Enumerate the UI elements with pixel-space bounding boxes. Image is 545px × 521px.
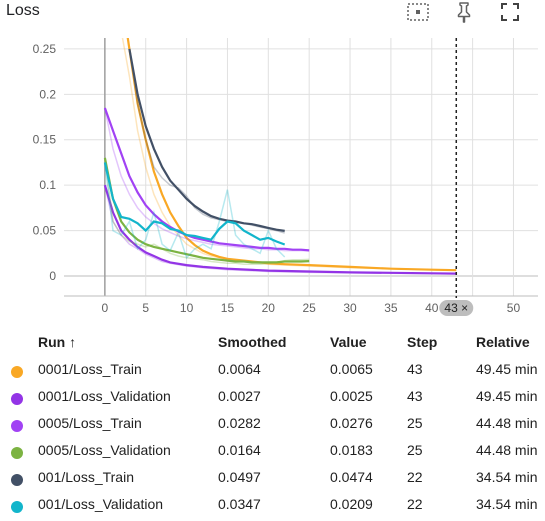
table-row[interactable]: 001/Loss_Validation 0.0347 0.0209 22 34.54 m… bbox=[0, 492, 545, 519]
x-tick-label: 50 bbox=[507, 301, 521, 315]
chart-title: Loss bbox=[6, 2, 40, 19]
relative-time: 34.54 min bbox=[476, 469, 538, 485]
relative-time: 44.48 min bbox=[476, 415, 538, 431]
x-tick-label: 0 bbox=[102, 301, 109, 315]
fullscreen-icon[interactable] bbox=[498, 0, 522, 24]
x-tick-label: 40 bbox=[425, 301, 439, 315]
smoothed-value: 0.0282 bbox=[218, 415, 261, 431]
header-smoothed[interactable]: Smoothed bbox=[218, 334, 287, 350]
x-tick-label: 5 bbox=[142, 301, 149, 315]
grid bbox=[64, 38, 538, 297]
x-tick-label: 30 bbox=[343, 301, 357, 315]
relative-time: 34.54 min bbox=[476, 496, 538, 512]
header-relative[interactable]: Relative bbox=[476, 334, 530, 350]
run-name: 0005/Loss_Train bbox=[38, 415, 142, 431]
run-color-dot bbox=[11, 393, 23, 405]
relative-time: 49.45 min bbox=[476, 388, 538, 404]
smoothed-value: 0.0064 bbox=[218, 361, 261, 377]
series-smoothed-line bbox=[126, 38, 457, 272]
table-row[interactable]: 001/Loss_Train 0.0497 0.0474 22 34.54 min bbox=[0, 465, 545, 492]
raw-value: 0.0065 bbox=[330, 361, 373, 377]
series-smoothed-line bbox=[103, 157, 310, 264]
table-header: Run ↑ Smoothed Value Step Relative bbox=[0, 330, 545, 357]
smoothed-value: 0.0497 bbox=[218, 469, 261, 485]
series-raw-line bbox=[104, 162, 286, 260]
run-color-dot bbox=[11, 420, 23, 432]
x-tick-label: 10 bbox=[180, 301, 194, 315]
y-tick-label: 0.05 bbox=[33, 224, 57, 238]
x-tick-label: 20 bbox=[262, 301, 276, 315]
table-row[interactable]: 0001/Loss_Train 0.0064 0.0065 43 49.45 min bbox=[0, 357, 545, 384]
x-tick-label: 15 bbox=[221, 301, 235, 315]
run-name: 001/Loss_Validation bbox=[38, 496, 164, 512]
series-lines bbox=[103, 38, 457, 275]
x-axis-labels: 0 5 10 15 20 25 30 35 40 50 bbox=[102, 301, 521, 315]
smoothed-value: 0.0164 bbox=[218, 442, 261, 458]
series-smoothed-line bbox=[103, 162, 286, 246]
step-value: 22 bbox=[407, 496, 423, 512]
raw-value: 0.0474 bbox=[330, 469, 373, 485]
raw-value: 0.0276 bbox=[330, 415, 373, 431]
series-smoothed-line bbox=[128, 48, 285, 232]
step-value: 22 bbox=[407, 469, 423, 485]
loss-line-chart[interactable]: 0 0.05 0.1 0.15 0.2 0.25 0 5 10 15 20 25 30 35 40 50 4… bbox=[0, 30, 545, 325]
header-step[interactable]: Step bbox=[407, 334, 438, 350]
run-color-dot bbox=[11, 474, 23, 486]
y-tick-label: 0.15 bbox=[33, 133, 57, 147]
run-color-dot bbox=[11, 501, 23, 513]
relative-time: 44.48 min bbox=[476, 442, 538, 458]
hover-indicator: 43 × bbox=[439, 38, 474, 316]
raw-value: 0.0025 bbox=[330, 388, 373, 404]
relative-time: 49.45 min bbox=[476, 361, 538, 377]
y-tick-label: 0.1 bbox=[39, 178, 56, 192]
run-name: 0001/Loss_Train bbox=[38, 361, 142, 377]
series-raw-line bbox=[128, 48, 285, 234]
series-smoothed-line bbox=[103, 107, 310, 252]
x-tick-label: 35 bbox=[384, 301, 398, 315]
pin-icon[interactable] bbox=[452, 0, 476, 24]
raw-value: 0.0183 bbox=[330, 442, 373, 458]
step-value: 43 bbox=[407, 388, 423, 404]
smoothed-value: 0.0347 bbox=[218, 496, 261, 512]
run-name: 0005/Loss_Validation bbox=[38, 442, 171, 458]
x-tick-label: 25 bbox=[302, 301, 316, 315]
raw-value: 0.0209 bbox=[330, 496, 373, 512]
series-raw-line bbox=[121, 38, 457, 271]
step-value: 43 bbox=[407, 361, 423, 377]
y-tick-label: 0.25 bbox=[33, 42, 57, 56]
series-smoothed-line bbox=[103, 184, 457, 275]
header-value[interactable]: Value bbox=[330, 334, 367, 350]
table-row[interactable]: 0001/Loss_Validation 0.0027 0.0025 43 49.45 … bbox=[0, 384, 545, 411]
run-color-dot bbox=[11, 366, 23, 378]
y-tick-label: 0.2 bbox=[39, 87, 56, 101]
run-color-dot bbox=[11, 447, 23, 459]
smoothed-value: 0.0027 bbox=[218, 388, 261, 404]
table-row[interactable]: 0005/Loss_Validation 0.0164 0.0183 25 44.48 … bbox=[0, 438, 545, 465]
hover-step-label: 43 × bbox=[444, 301, 468, 315]
header-run[interactable]: Run ↑ bbox=[38, 334, 77, 350]
y-tick-label: 0 bbox=[49, 269, 56, 283]
hover-step-badge: 43 × bbox=[439, 300, 474, 316]
step-value: 25 bbox=[407, 415, 423, 431]
run-name: 001/Loss_Train bbox=[38, 469, 134, 485]
fit-domain-icon[interactable] bbox=[406, 0, 430, 24]
run-name: 0001/Loss_Validation bbox=[38, 388, 171, 404]
run-table: Run ↑ Smoothed Value Step Relative 0001/… bbox=[0, 330, 545, 519]
step-value: 25 bbox=[407, 442, 423, 458]
table-row[interactable]: 0005/Loss_Train 0.0282 0.0276 25 44.48 min bbox=[0, 411, 545, 438]
y-axis-labels: 0 0.05 0.1 0.15 0.2 0.25 bbox=[33, 42, 57, 283]
